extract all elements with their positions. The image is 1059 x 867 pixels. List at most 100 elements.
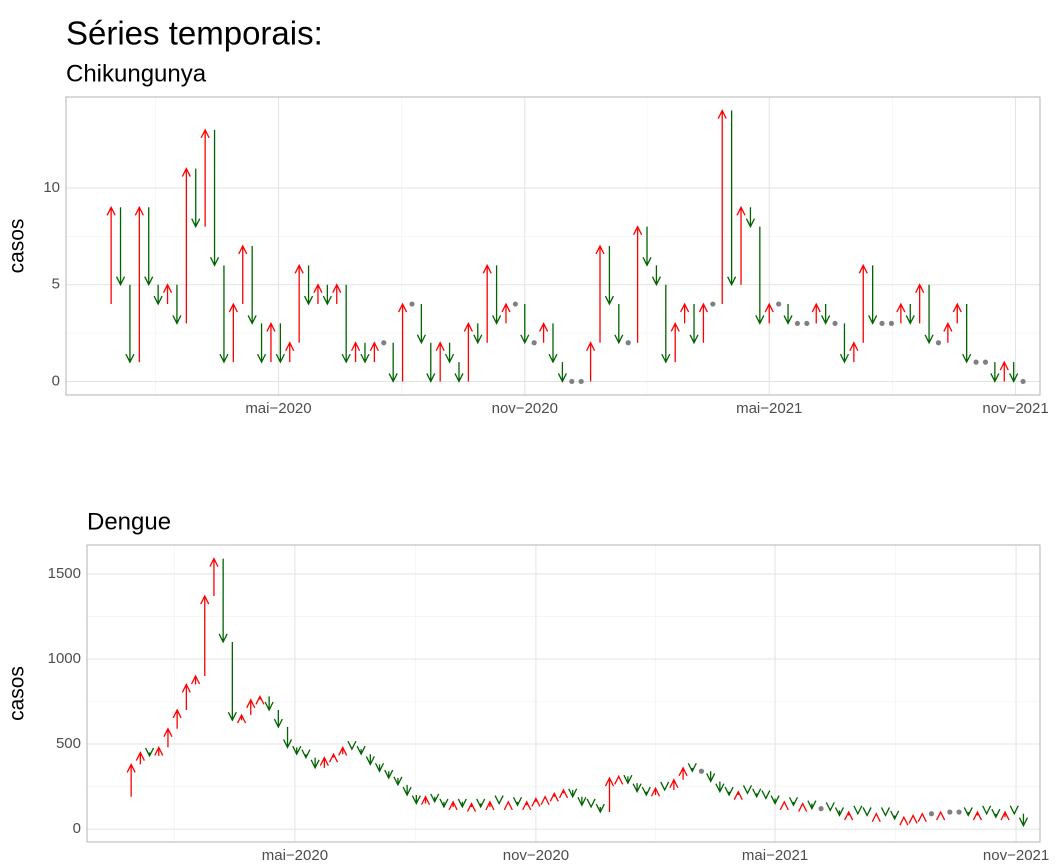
down-arrow	[962, 304, 972, 364]
up-arrow	[531, 797, 541, 807]
up-arrow	[539, 321, 549, 343]
up-arrow	[540, 795, 550, 806]
up-arrow	[614, 774, 624, 785]
up-arrow	[313, 283, 323, 305]
no-change-dot	[409, 301, 415, 307]
no-change-dot	[832, 320, 838, 327]
down-arrow	[825, 802, 835, 812]
up-arrow	[952, 302, 962, 324]
no-change-dot	[569, 378, 575, 385]
down-arrow	[227, 641, 237, 722]
down-arrow	[388, 342, 398, 383]
down-arrow	[641, 786, 651, 797]
x-tick-label: nov−2021	[983, 847, 1049, 864]
y-tick-label: 1000	[48, 650, 81, 667]
no-change-dot	[804, 320, 810, 327]
down-arrow	[282, 727, 293, 749]
up-arrow	[1000, 810, 1010, 821]
no-change-dot	[818, 806, 824, 812]
down-arrow	[807, 800, 817, 811]
up-arrow	[135, 751, 145, 765]
down-arrow	[218, 558, 228, 644]
y-tick-label: 10	[43, 179, 60, 196]
up-arrow	[106, 205, 116, 305]
y-tick-label: 0	[73, 820, 81, 837]
x-tick-label: mai−2020	[262, 847, 328, 864]
no-change-dot	[935, 340, 942, 346]
down-arrow	[411, 795, 421, 806]
down-arrow	[821, 304, 831, 325]
down-arrow	[724, 786, 734, 797]
no-change-dot	[776, 301, 782, 307]
up-arrow	[200, 128, 210, 227]
down-arrow	[416, 304, 426, 345]
up-arrow	[448, 800, 458, 811]
down-arrow	[473, 323, 483, 345]
up-arrow	[501, 302, 511, 324]
up-arrow	[162, 283, 173, 305]
up-arrow	[558, 788, 569, 799]
up-arrow	[294, 263, 304, 343]
down-arrow	[687, 762, 697, 773]
no-change-dot	[578, 378, 584, 385]
down-arrow	[689, 304, 699, 345]
down-arrow	[256, 323, 267, 364]
down-arrow	[153, 284, 163, 306]
down-arrow	[1018, 813, 1029, 828]
down-arrow	[125, 284, 135, 364]
down-arrow	[457, 798, 467, 809]
no-change-dot	[982, 359, 989, 365]
no-change-dot	[947, 809, 953, 815]
down-arrow	[494, 795, 504, 806]
no-change-dot	[928, 811, 935, 817]
up-arrow	[482, 263, 492, 343]
down-arrow	[144, 747, 155, 758]
down-arrow	[292, 745, 302, 756]
up-arrow	[209, 557, 219, 597]
down-arrow	[492, 265, 502, 325]
up-arrow	[764, 302, 774, 324]
x-tick-label: nov−2020	[492, 400, 558, 417]
up-arrow	[172, 708, 182, 729]
panel-border	[86, 544, 1041, 843]
down-arrow	[310, 757, 320, 770]
down-arrow	[963, 807, 973, 817]
down-arrow	[264, 696, 274, 712]
no-change-dot	[625, 340, 631, 346]
up-arrow	[255, 694, 265, 705]
up-arrow	[915, 283, 925, 324]
down-arrow	[586, 798, 596, 809]
down-arrow	[115, 207, 126, 287]
down-arrow	[548, 323, 558, 364]
up-arrow	[650, 786, 661, 797]
up-arrow	[896, 302, 906, 324]
down-arrow	[614, 304, 624, 345]
up-arrow	[586, 341, 596, 382]
down-arrow	[402, 784, 412, 797]
down-arrow	[742, 785, 753, 795]
down-arrow	[642, 226, 652, 267]
up-arrow	[779, 800, 789, 811]
up-arrow	[522, 800, 532, 811]
up-arrow	[736, 205, 746, 285]
up-arrow	[266, 321, 276, 363]
down-arrow	[632, 783, 642, 794]
up-arrow	[844, 810, 854, 821]
down-arrow	[788, 796, 799, 807]
up-arrow	[200, 594, 210, 676]
down-arrow	[512, 796, 523, 807]
x-tick-label: mai−2020	[245, 400, 311, 417]
down-arrow	[393, 776, 403, 787]
up-arrow	[154, 745, 164, 756]
x-tick-label: nov−2020	[503, 847, 569, 864]
up-arrow	[680, 302, 690, 324]
up-arrow	[595, 244, 605, 343]
x-tick-label: mai−2021	[736, 400, 802, 417]
down-arrow	[761, 790, 771, 800]
up-arrow	[134, 205, 144, 363]
down-arrow	[360, 342, 370, 364]
down-arrow	[568, 788, 578, 799]
down-arrow	[990, 362, 1000, 383]
down-arrow	[862, 807, 872, 817]
up-arrow	[126, 762, 136, 797]
